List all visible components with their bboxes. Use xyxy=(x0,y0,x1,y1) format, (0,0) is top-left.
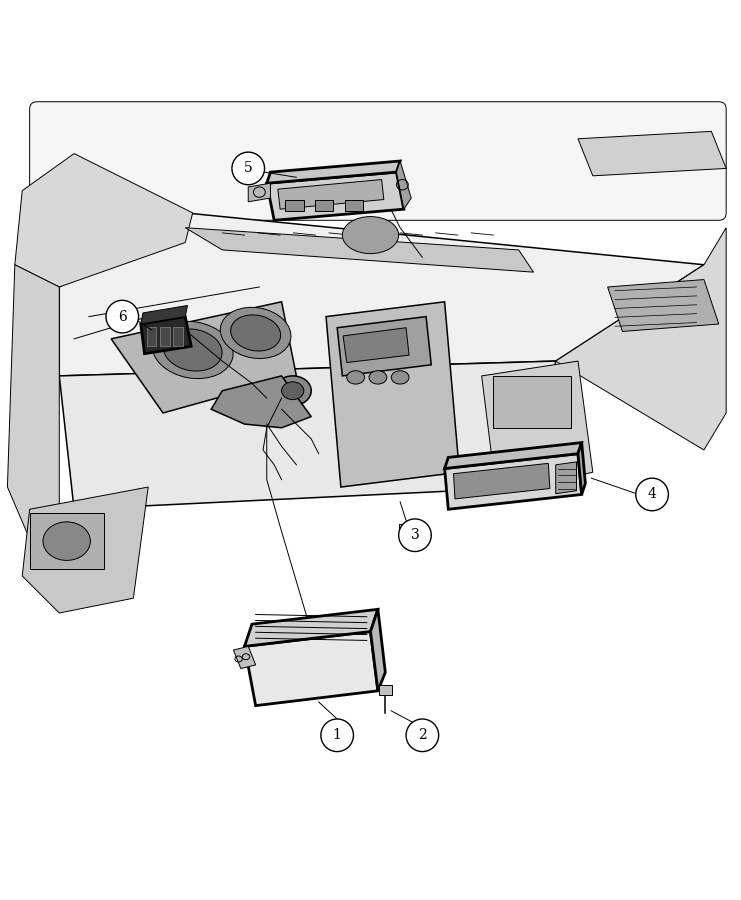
Polygon shape xyxy=(59,361,556,509)
Ellipse shape xyxy=(43,522,90,561)
Polygon shape xyxy=(482,361,593,494)
Bar xyxy=(379,685,392,695)
Ellipse shape xyxy=(220,308,291,358)
Polygon shape xyxy=(245,632,378,706)
Polygon shape xyxy=(248,184,270,202)
Polygon shape xyxy=(608,280,719,331)
Circle shape xyxy=(636,478,668,511)
Ellipse shape xyxy=(230,315,281,351)
Ellipse shape xyxy=(391,371,409,384)
Polygon shape xyxy=(396,161,411,209)
Polygon shape xyxy=(326,302,459,487)
Bar xyxy=(493,376,571,428)
Polygon shape xyxy=(343,328,409,363)
Polygon shape xyxy=(267,161,400,184)
Polygon shape xyxy=(211,376,311,428)
Circle shape xyxy=(232,152,265,184)
Bar xyxy=(147,327,156,346)
Polygon shape xyxy=(22,487,148,613)
Polygon shape xyxy=(233,646,256,669)
Bar xyxy=(399,524,413,534)
Text: 2: 2 xyxy=(418,728,427,742)
Ellipse shape xyxy=(282,382,304,400)
Polygon shape xyxy=(453,464,550,499)
Circle shape xyxy=(106,301,139,333)
FancyBboxPatch shape xyxy=(30,102,726,220)
Ellipse shape xyxy=(369,371,387,384)
Polygon shape xyxy=(556,228,726,450)
Text: 4: 4 xyxy=(648,488,657,501)
Text: 6: 6 xyxy=(118,310,127,324)
Polygon shape xyxy=(445,443,582,469)
Ellipse shape xyxy=(163,328,222,371)
Text: 1: 1 xyxy=(333,728,342,742)
Polygon shape xyxy=(267,172,404,220)
Circle shape xyxy=(321,719,353,752)
Bar xyxy=(160,327,170,346)
Polygon shape xyxy=(337,317,431,376)
Ellipse shape xyxy=(347,371,365,384)
Ellipse shape xyxy=(152,321,233,379)
Ellipse shape xyxy=(274,376,311,406)
Text: 3: 3 xyxy=(411,528,419,542)
Bar xyxy=(285,201,304,212)
Polygon shape xyxy=(578,131,726,176)
Polygon shape xyxy=(370,609,385,691)
Text: 5: 5 xyxy=(244,161,253,176)
Circle shape xyxy=(406,719,439,752)
Ellipse shape xyxy=(342,217,399,254)
Polygon shape xyxy=(141,317,191,354)
Bar xyxy=(315,201,333,212)
Bar xyxy=(345,201,363,212)
Polygon shape xyxy=(111,302,296,413)
Polygon shape xyxy=(556,462,576,494)
Polygon shape xyxy=(185,228,534,272)
Bar xyxy=(30,513,104,569)
Polygon shape xyxy=(245,609,378,646)
Polygon shape xyxy=(578,443,585,494)
Polygon shape xyxy=(278,179,384,209)
Polygon shape xyxy=(141,305,187,324)
Polygon shape xyxy=(7,265,59,539)
Circle shape xyxy=(399,519,431,552)
Polygon shape xyxy=(15,154,193,287)
Polygon shape xyxy=(445,454,582,509)
Polygon shape xyxy=(59,213,704,376)
Bar xyxy=(173,327,183,346)
